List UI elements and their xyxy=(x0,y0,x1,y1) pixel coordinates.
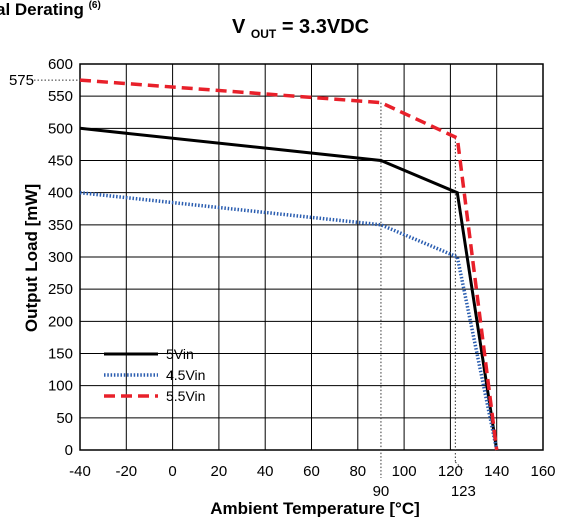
x-tick-label: 120 xyxy=(438,463,463,480)
y-tick-label: 350 xyxy=(48,217,73,234)
x-tick-label: 60 xyxy=(303,463,320,480)
chart-subtitle: V OUT = 3.3VDC xyxy=(232,16,369,43)
chart-title: al Derating (6) xyxy=(0,0,101,19)
y-tick-label: 600 xyxy=(48,56,73,73)
legend-label: 5.5Vin xyxy=(166,388,205,404)
legend-label: 5Vin xyxy=(166,346,194,362)
annotation-575: 575 xyxy=(9,72,34,89)
annotation-123: 123 xyxy=(451,483,476,500)
x-tick-label: 20 xyxy=(211,463,228,480)
x-axis-title: Ambient Temperature [°C] xyxy=(210,499,420,517)
legend: 5Vin 4.5Vin 5.5Vin xyxy=(104,346,205,404)
y-tick-label: 400 xyxy=(48,185,73,202)
chart-title-superscript: (6) xyxy=(89,0,101,11)
y-tick-label: 200 xyxy=(48,313,73,330)
series-line-5-5vin xyxy=(79,78,499,451)
x-tick-label: -40 xyxy=(69,463,91,480)
x-tick-label: 0 xyxy=(168,463,176,480)
guide-lines xyxy=(34,79,464,478)
y-tick-label: 300 xyxy=(48,249,73,266)
y-tick-label: 0 xyxy=(65,442,73,459)
series-layer xyxy=(79,78,499,451)
x-tick-label: 140 xyxy=(484,463,509,480)
y-tick-label: 50 xyxy=(56,410,73,427)
x-tick-label: 40 xyxy=(257,463,274,480)
plot-border xyxy=(79,63,544,451)
x-tick-label: 160 xyxy=(530,463,555,480)
grid xyxy=(79,63,544,451)
y-tick-label: 500 xyxy=(48,120,73,137)
y-tick-label: 450 xyxy=(48,153,73,170)
legend-label: 4.5Vin xyxy=(166,367,205,383)
x-tick-label: 100 xyxy=(392,463,417,480)
series-line-5vin xyxy=(79,126,499,451)
x-tick-label: -20 xyxy=(115,463,137,480)
x-tick-label: 80 xyxy=(349,463,366,480)
series-line-4-5vin xyxy=(79,190,499,451)
annotation-90: 90 xyxy=(373,483,390,500)
y-tick-label: 150 xyxy=(48,346,73,363)
y-tick-label: 100 xyxy=(48,378,73,395)
y-tick-label: 250 xyxy=(48,281,73,298)
tick-labels: -40 -20 0 20 40 60 80 100 120 140 160 0 50 100 150 200 2… xyxy=(9,56,556,500)
y-tick-label: 550 xyxy=(48,88,73,105)
y-axis-title: Output Load [mW] xyxy=(22,184,41,332)
